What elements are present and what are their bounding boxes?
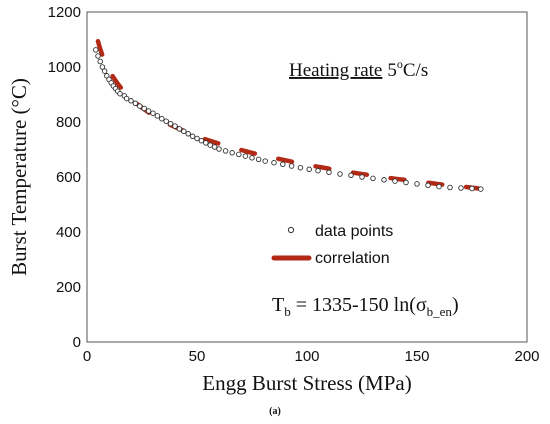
- data-point-51: [359, 174, 365, 180]
- data-point-16: [137, 103, 143, 109]
- y-tick-label-0: 0: [73, 334, 81, 351]
- data-point-60: [458, 185, 464, 191]
- x-tick-label-200: 200: [514, 348, 539, 365]
- data-point-35: [222, 148, 229, 154]
- formula-sub-ben: b_en: [427, 304, 453, 319]
- data-point-40: [255, 156, 262, 163]
- data-point-29: [194, 135, 200, 142]
- x-axis-title: Engg Burst Stress (MPa): [202, 371, 411, 395]
- y-tick-label-800: 800: [56, 114, 81, 131]
- data-layer: [93, 38, 484, 192]
- data-point-39: [249, 155, 255, 161]
- heating-rate-unit-sup: o: [397, 57, 403, 71]
- data-point-23: [167, 120, 174, 127]
- plot-area: [86, 11, 528, 343]
- data-point-25: [176, 126, 183, 132]
- data-point-47: [315, 167, 321, 174]
- data-point-58: [436, 183, 442, 190]
- data-point-50: [348, 172, 354, 179]
- x-tick-label-0: 0: [83, 348, 91, 365]
- y-tick-label-400: 400: [56, 224, 81, 241]
- data-point-46: [306, 166, 312, 173]
- data-point-52: [370, 175, 376, 182]
- data-point-19: [150, 110, 156, 116]
- data-point-37: [236, 151, 242, 158]
- data-point-14: [128, 98, 134, 104]
- data-point-36: [229, 150, 235, 156]
- data-point-44: [288, 163, 295, 169]
- x-tick-label-100: 100: [294, 348, 319, 365]
- plot-frame: [86, 11, 528, 343]
- subfigure-label: (a): [269, 406, 281, 417]
- data-point-49: [337, 171, 343, 177]
- data-point-41: [262, 158, 268, 164]
- heating-rate-annotation: Heating rate 5oC/s: [289, 57, 428, 81]
- y-axis-title: Burst Temperature (°C): [7, 78, 31, 276]
- data-point-22: [163, 118, 169, 124]
- data-point-42: [271, 159, 277, 166]
- formula-sub-b: b: [284, 304, 291, 319]
- data-point-57: [425, 182, 431, 189]
- formula-t: T: [272, 294, 284, 316]
- data-point-38: [242, 153, 249, 159]
- x-tick-label-150: 150: [404, 348, 429, 365]
- legend-marker-data-points: [287, 226, 295, 234]
- data-point-53: [381, 177, 387, 183]
- data-point-61: [469, 185, 475, 192]
- data-point-34: [216, 146, 222, 152]
- series-line-correlation: [95, 38, 481, 191]
- data-point-43: [280, 161, 286, 168]
- data-point-45: [297, 164, 304, 171]
- data-point-26: [181, 128, 187, 135]
- y-tick-label-200: 200: [56, 279, 81, 296]
- y-tick-label-1000: 1000: [48, 59, 81, 76]
- svg-text:Tb = 1335-150 ln(σb_en): Tb = 1335-150 ln(σb_en): [272, 294, 459, 319]
- data-point-30: [198, 137, 205, 144]
- data-point-62: [478, 186, 484, 192]
- data-point-59: [447, 184, 453, 191]
- data-point-2: [97, 58, 103, 65]
- data-point-3: [99, 64, 106, 70]
- data-point-15: [132, 100, 139, 107]
- data-point-27: [185, 131, 191, 137]
- tick-labels: 0 50 100 150 200 0 200 400 600 800 1000 1200: [48, 4, 540, 365]
- data-point-0: [93, 47, 99, 53]
- legend-label-correlation: correlation: [315, 250, 390, 267]
- heating-rate-unit: C/s: [403, 60, 428, 81]
- y-tick-label-1200: 1200: [48, 4, 81, 21]
- data-point-11: [117, 90, 123, 97]
- data-point-21: [159, 115, 165, 122]
- correlation-formula: Tb = 1335-150 ln(σb_en): [272, 294, 459, 319]
- heating-rate-value: 5: [387, 60, 397, 81]
- data-point-54: [392, 178, 398, 184]
- data-point-48: [326, 169, 332, 176]
- data-point-56: [414, 181, 420, 187]
- data-point-13: [123, 95, 130, 102]
- y-tick-label-600: 600: [56, 169, 81, 186]
- data-point-4: [101, 68, 108, 74]
- data-point-24: [172, 123, 178, 129]
- data-point-28: [189, 133, 196, 140]
- data-point-17: [141, 105, 147, 112]
- data-point-20: [154, 113, 161, 119]
- data-point-32: [207, 142, 213, 148]
- heating-rate-label: Heating rate: [289, 60, 382, 81]
- data-point-55: [403, 179, 409, 186]
- x-tick-label-50: 50: [189, 348, 206, 365]
- data-point-31: [203, 140, 209, 146]
- data-point-33: [211, 144, 218, 150]
- data-point-18: [145, 108, 152, 114]
- formula-main: = 1335-150 ln(σ: [291, 294, 427, 316]
- legend-label-data-points: data points: [315, 223, 393, 240]
- formula-close: ): [452, 294, 459, 316]
- legend: data points correlation: [271, 223, 393, 267]
- data-point-1: [95, 53, 101, 59]
